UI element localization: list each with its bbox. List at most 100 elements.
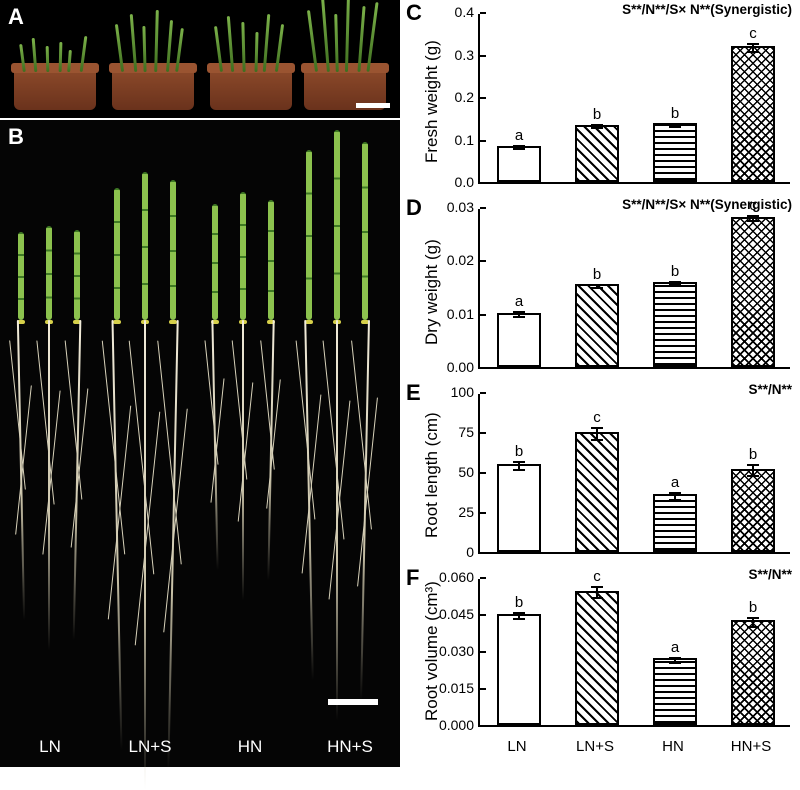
panel-c-ytick: 0.2 (455, 89, 480, 105)
panel-f-errorbar (674, 657, 676, 664)
panel-a-shoot (242, 22, 246, 72)
panel-b-shoot (306, 150, 312, 320)
panel-e-letter-2: a (671, 474, 679, 491)
charts-column: CS**/N**/S× N**(Synergistic)0.00.10.20.3… (400, 0, 800, 767)
panel-c-label: C (406, 0, 422, 26)
panel-d-chart: DS**/N**/S× N**(Synergistic)0.000.010.02… (400, 195, 800, 380)
panel-e-errorbar (596, 427, 598, 441)
panel-f-bar-1: c (575, 591, 619, 725)
panel-b-shoot (240, 192, 246, 320)
panel-a-shoot (46, 46, 50, 72)
panel-c-ytick: 0.1 (455, 132, 480, 148)
panel-e-ytick: 75 (458, 424, 480, 440)
panel-b-xlab-3: HN+S (300, 737, 400, 757)
panel-b-root-side (238, 382, 254, 521)
panel-e-letter-3: b (749, 446, 757, 463)
charts-xlabels: LN LN+S HN HN+S (478, 738, 790, 755)
panel-d-errorbar (596, 284, 598, 289)
panel-d-letter-2: b (671, 263, 679, 280)
panel-e-bar-0: b (497, 464, 541, 552)
panel-c-letter-0: a (515, 127, 523, 144)
charts-xlab-0: LN (478, 738, 556, 755)
panel-a-shoot (334, 14, 339, 72)
panel-b-root-side (157, 341, 182, 565)
panel-f-ytick: 0.000 (439, 717, 480, 733)
panel-e-bar-1: c (575, 432, 619, 552)
panel-b-group-3 (300, 120, 388, 719)
panel-c-bar-0: a (497, 146, 541, 182)
panel-d-ylabel: Dry weight (g) (422, 239, 442, 345)
panel-e-errorbar (752, 464, 754, 477)
panel-c-errorbar (518, 145, 520, 150)
charts-xlab-1: LN+S (556, 738, 634, 755)
panel-d-plot: 0.000.010.020.03abbc (478, 209, 790, 369)
panel-f-letter-0: b (515, 594, 523, 611)
panel-e-errorbar (674, 492, 676, 502)
panel-c-bar-3: c (731, 46, 775, 182)
charts-xlab-3: HN+S (712, 738, 790, 755)
panel-e-letter-0: b (515, 443, 523, 460)
panel-c-letter-2: b (671, 105, 679, 122)
panel-f-bar-2: a (653, 658, 697, 725)
panel-d-letter-3: c (749, 197, 757, 214)
panel-b-shoot (18, 232, 24, 320)
panel-b-group-0 (12, 120, 100, 719)
charts-xlab-2: HN (634, 738, 712, 755)
panel-e-ylabel: Root length (cm) (422, 412, 442, 538)
panel-d-bar-0: a (497, 313, 541, 367)
panel-d-bar-2: b (653, 282, 697, 367)
panel-a-shoot (143, 26, 147, 72)
figure-root: A B LN LN+S HN HN+S CS**/N**/S× N**(Syne… (0, 0, 800, 767)
panel-f-bar-0: b (497, 614, 541, 725)
panel-b-scalebar (328, 699, 378, 705)
panel-c-plot: 0.00.10.20.30.4abbc (478, 14, 790, 184)
panel-d-bar-1: b (575, 284, 619, 367)
panel-a-shoot (366, 2, 378, 72)
panel-b-root-side (266, 379, 281, 508)
panel-c-bar-2: b (653, 123, 697, 182)
panel-c-errorbar (674, 123, 676, 128)
panel-a-pot-0 (14, 68, 96, 110)
panel-b-shoot (212, 204, 218, 320)
panel-f-errorbar (518, 612, 520, 621)
panel-f-ytick: 0.060 (439, 569, 480, 585)
panel-e-ytick: 0 (466, 544, 480, 560)
panel-a-pot-1 (112, 68, 194, 110)
panel-b-xlabels: LN LN+S HN HN+S (0, 737, 400, 757)
panel-f-plot: 0.0000.0150.0300.0450.060bcab (478, 579, 790, 727)
panel-d-ytick: 0.00 (447, 359, 480, 375)
panel-f-letter-1: c (593, 568, 601, 585)
panel-f-label: F (406, 565, 419, 591)
panel-b-photo: B LN LN+S HN HN+S (0, 120, 400, 767)
panel-b-root-side (36, 340, 54, 504)
panel-d-ytick: 0.03 (447, 199, 480, 215)
panel-a-label: A (8, 4, 24, 30)
panel-f-ytick: 0.015 (439, 680, 480, 696)
panel-c-ytick: 0.0 (455, 174, 480, 190)
panel-c-chart: CS**/N**/S× N**(Synergistic)0.00.10.20.3… (400, 0, 800, 195)
panel-e-bar-3: b (731, 469, 775, 552)
panel-d-ytick: 0.02 (447, 252, 480, 268)
panel-b-shoot (170, 180, 176, 320)
panel-b-xlab-1: LN+S (100, 737, 200, 757)
panel-d-ytick: 0.01 (447, 306, 480, 322)
panel-b-root-side (15, 385, 32, 534)
panel-c-letter-3: c (749, 25, 757, 42)
panel-e-ytick: 50 (458, 464, 480, 480)
panel-a-pot-2 (210, 68, 292, 110)
panel-b-shoot (334, 130, 340, 320)
panel-d-errorbar (518, 311, 520, 317)
panel-b-shoot (74, 230, 80, 320)
panel-c-errorbar (752, 43, 754, 53)
panel-c-ytick: 0.4 (455, 4, 480, 20)
panel-b-root-side (323, 340, 345, 539)
panel-d-errorbar (752, 215, 754, 222)
panel-b-xlab-2: HN (200, 737, 300, 757)
panel-d-letter-0: a (515, 293, 523, 310)
panel-e-ytick: 25 (458, 504, 480, 520)
panel-b-xlab-0: LN (0, 737, 100, 757)
panel-b-shoot (114, 188, 120, 320)
panel-c-errorbar (596, 124, 598, 129)
panel-b-shoot (268, 200, 274, 320)
panel-d-letter-1: b (593, 266, 601, 283)
